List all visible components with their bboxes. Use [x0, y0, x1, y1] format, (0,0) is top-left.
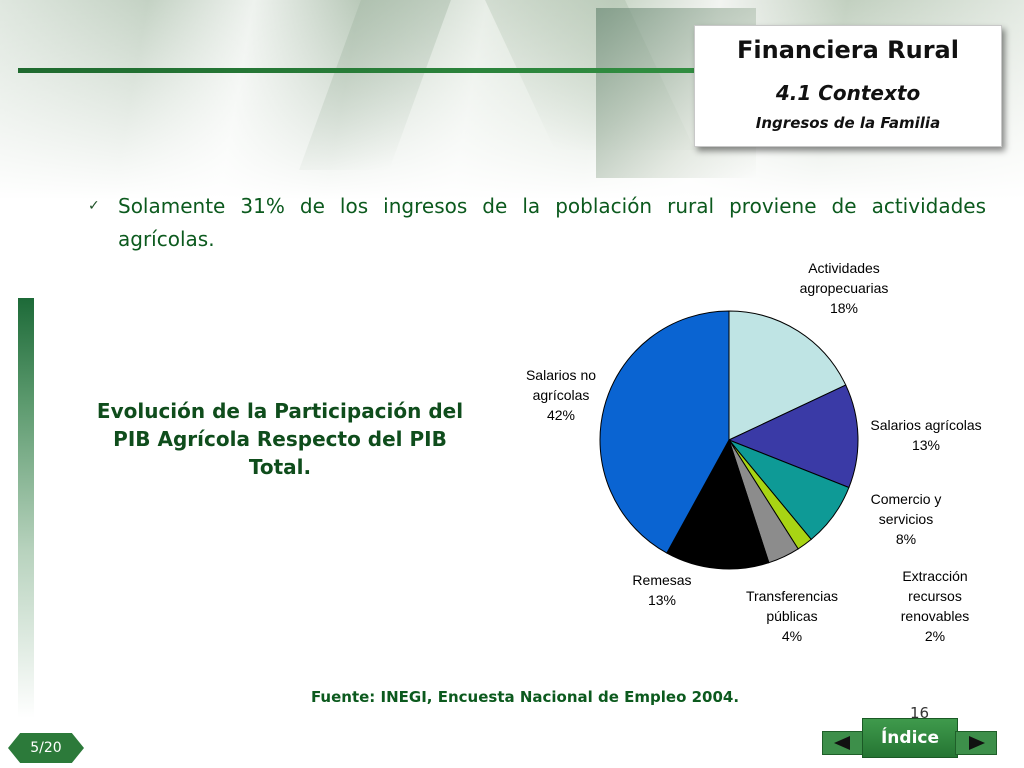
header-divider	[18, 68, 986, 73]
pie-slice-label: Extracción recursos renovables 2%	[901, 568, 970, 644]
pie-slice-label: Transferencias públicas 4%	[746, 588, 838, 644]
pie-slice-label: Salarios agrícolas 13%	[870, 417, 981, 453]
pie-slice	[666, 438, 770, 570]
slide-counter: 5/20	[8, 733, 84, 763]
pie-slice-label: Actividades agropecuarias 18%	[800, 260, 889, 316]
section-title: 4.1 Contexto	[775, 81, 921, 105]
index-button[interactable]: Índice	[862, 718, 958, 758]
side-accent-bar	[18, 298, 34, 718]
pie-slice	[599, 310, 730, 554]
pie-slices	[599, 310, 859, 570]
page-number: 16	[910, 704, 930, 722]
pie-slice	[727, 384, 859, 489]
bullet-text: Solamente 31% de los ingresos de la pobl…	[118, 194, 986, 251]
pie-slice-label: Comercio y servicios 8%	[871, 491, 942, 547]
pie-labels: Actividades agropecuarias 18% Salarios agrí…	[526, 260, 982, 644]
pie-slice-label: Remesas 13%	[632, 572, 691, 608]
previous-slide-button[interactable]	[822, 731, 864, 755]
pie-slice	[728, 310, 847, 441]
org-title: Financiera Rural	[737, 36, 959, 64]
arrow-right-icon	[969, 736, 985, 750]
bullet-point: ✓ Solamente 31% de los ingresos de la po…	[88, 190, 986, 256]
checkmark-icon: ✓	[88, 198, 100, 214]
arrow-left-icon	[834, 736, 850, 750]
title-box: Financiera Rural 4.1 Contexto Ingresos d…	[694, 25, 1002, 147]
section-subtitle: Ingresos de la Familia	[755, 114, 941, 132]
pie-slice-label: Salarios no agrícolas 42%	[526, 367, 596, 423]
source-note: Fuente: INEGI, Encuesta Nacional de Empl…	[310, 688, 740, 706]
chart-heading: Evolución de la Participación del PIB Ag…	[96, 399, 464, 479]
next-slide-button[interactable]	[955, 731, 997, 755]
